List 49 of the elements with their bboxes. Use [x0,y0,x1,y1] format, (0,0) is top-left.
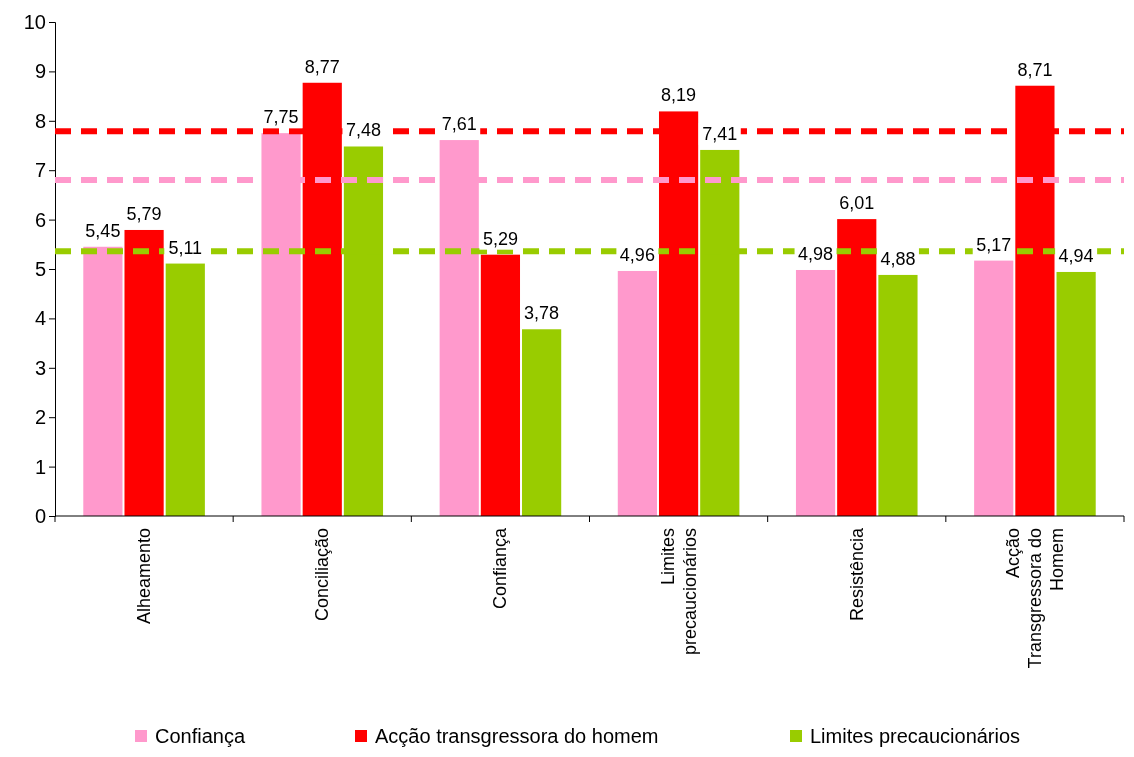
y-tick-label: 6 [34,208,46,231]
data-label: 4,94 [1058,245,1094,266]
bar [837,219,877,516]
data-label: 7,41 [702,123,738,144]
x-tick-label: Resistência [846,527,867,622]
data-label: 4,98 [798,243,834,264]
x-tick-label: Limites precaucionários [657,528,700,656]
data-label: 8,19 [661,85,697,106]
legend-label: Confiança [155,725,246,747]
data-label: 7,48 [345,120,381,141]
data-label: 3,78 [524,303,560,324]
x-tick-label: Confiança [490,527,511,610]
data-label: 5,11 [168,237,203,258]
data-label: 4,96 [619,244,655,265]
y-tick-label: 0 [34,504,46,527]
bar [522,329,562,516]
legend-label: Limites precaucionários [810,725,1021,747]
bar [795,269,836,516]
data-label: 8,71 [1017,59,1053,80]
y-tick-label: 9 [34,60,46,83]
y-tick-label: 2 [34,406,46,429]
data-label: 5,79 [126,203,162,224]
bar [480,254,521,516]
data-label: 7,61 [441,114,477,135]
x-tick-label: Alheamento [134,528,155,625]
bar [878,274,918,516]
bar [1056,271,1096,516]
x-tick-label: Conciliação [312,528,333,622]
data-label: 4,88 [880,248,916,269]
data-label: 8,77 [304,56,340,77]
bar [165,263,205,516]
x-tick-label: Acção Transgressora do Homem [1002,528,1067,669]
bar [83,246,123,516]
bar [974,260,1014,516]
data-label: 5,29 [482,228,518,249]
data-label: 7,75 [263,107,299,128]
legend-label: Acção transgressora do homem [375,725,659,747]
data-label: 5,17 [976,234,1012,255]
y-tick-label: 5 [34,257,46,280]
y-tick-label: 4 [34,307,46,330]
y-tick-label: 3 [34,356,46,379]
y-tick-label: 10 [23,10,46,33]
bar [124,229,164,516]
y-tick-label: 1 [34,455,46,478]
y-tick-label: 7 [34,159,46,182]
bar [617,270,657,516]
data-label: 6,01 [839,193,875,214]
y-tick-label: 8 [34,109,46,132]
data-label: 5,45 [85,220,121,241]
